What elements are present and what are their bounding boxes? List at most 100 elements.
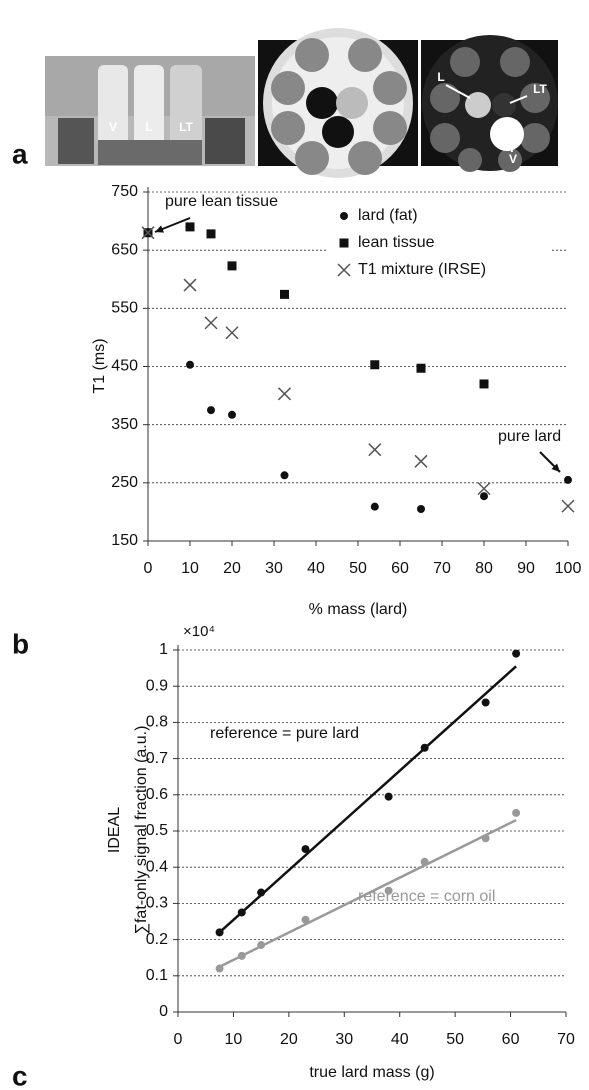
x-tick-label: 100 [555, 560, 582, 577]
x-tick-label: 70 [433, 560, 451, 577]
y-tick-label: 0.5 [146, 822, 168, 839]
x-tick-label: 40 [391, 1031, 409, 1048]
y-tick-label: 550 [111, 300, 138, 317]
y-tick-label: 350 [111, 416, 138, 433]
x-tick-label: 20 [223, 560, 241, 577]
point [561, 499, 575, 513]
point [368, 443, 382, 457]
legend-label: lard (fat) [358, 207, 418, 224]
y-axis-label: IDEAL [106, 807, 123, 853]
mri-label: LT [533, 82, 547, 96]
legend [328, 202, 550, 288]
point [215, 928, 224, 937]
point [257, 888, 266, 897]
y-tick-label: 0.3 [146, 895, 168, 912]
point [420, 743, 429, 752]
photo [45, 56, 255, 166]
point [225, 326, 239, 340]
y-tick-label: 0.8 [146, 714, 168, 731]
point [141, 226, 155, 240]
y-tick-label: 0.9 [146, 677, 168, 694]
point [512, 649, 521, 658]
x-axis-label: true lard mass (g) [309, 1064, 434, 1081]
point [257, 941, 266, 950]
point [186, 360, 194, 369]
x-tick-label: 20 [280, 1031, 298, 1048]
point [414, 454, 428, 468]
y-tick-label: 150 [111, 532, 138, 549]
fit-line [218, 665, 517, 934]
point [237, 908, 246, 917]
x-axis-label: % mass (lard) [309, 601, 408, 618]
y-tick-label: 0.1 [146, 967, 168, 984]
x-tick-label: 60 [391, 560, 409, 577]
y-tick-label: 0.2 [146, 931, 168, 948]
x-tick-label: 10 [181, 560, 199, 577]
y-tick-label: 0 [159, 1003, 168, 1020]
point [277, 387, 292, 401]
y-multiplier: ×10⁴ [183, 623, 215, 640]
point [215, 964, 224, 973]
arrow-head [155, 225, 164, 233]
x-tick-label: 70 [557, 1031, 575, 1048]
point [416, 363, 426, 373]
y-axis-label: ∑fat-only signal fraction (a.u.) [133, 726, 150, 935]
point [227, 261, 237, 271]
legend-label: T1 mixture (IRSE) [358, 261, 486, 278]
series-label: reference = pure lard [210, 725, 359, 742]
legend-marker [339, 238, 349, 248]
y-tick-label: 250 [111, 474, 138, 491]
point [280, 471, 289, 480]
mri-label: V [509, 152, 517, 166]
point [301, 915, 310, 924]
y-tick-label: 0.7 [146, 750, 168, 767]
mri-image-2 [421, 35, 558, 172]
point [207, 406, 215, 415]
x-tick-label: 0 [174, 1031, 183, 1048]
y-tick-label: 1 [159, 641, 168, 658]
point [301, 845, 310, 854]
x-tick-label: 90 [517, 560, 535, 577]
x-tick-label: 80 [475, 560, 493, 577]
y-tick-label: 0.4 [146, 858, 168, 875]
photo-label: V [109, 120, 117, 134]
series-label: reference = corn oil [358, 888, 495, 905]
point [481, 834, 490, 843]
annotation: pure lard [498, 428, 561, 445]
point [183, 278, 197, 292]
y-tick-label: 450 [111, 358, 138, 375]
point [204, 316, 218, 330]
photo-label: LT [179, 120, 193, 134]
x-tick-label: 30 [265, 560, 283, 577]
point [384, 886, 393, 895]
point [420, 857, 429, 866]
x-tick-label: 30 [335, 1031, 353, 1048]
point [480, 492, 488, 501]
mri-label: L [437, 70, 444, 84]
x-tick-label: 10 [225, 1031, 243, 1048]
point [479, 379, 489, 389]
panel-label: b [12, 628, 29, 659]
y-tick-label: 0.6 [146, 786, 168, 803]
point [481, 698, 490, 707]
mri-image-1 [258, 28, 418, 178]
x-tick-label: 50 [349, 560, 367, 577]
point [280, 289, 289, 299]
legend-label: lean tissue [358, 234, 435, 251]
point [384, 792, 393, 801]
point [185, 222, 195, 232]
panel-label: c [12, 1060, 28, 1090]
x-tick-label: 50 [446, 1031, 464, 1048]
point [512, 808, 521, 817]
legend-marker [337, 263, 351, 277]
y-axis-label: T1 (ms) [91, 338, 108, 393]
point [370, 502, 379, 511]
x-tick-label: 40 [307, 560, 325, 577]
point [370, 360, 380, 370]
point [417, 505, 425, 514]
x-tick-label: 0 [144, 560, 153, 577]
arrow-head [551, 463, 560, 472]
y-tick-label: 750 [111, 183, 138, 200]
x-tick-label: 60 [502, 1031, 520, 1048]
